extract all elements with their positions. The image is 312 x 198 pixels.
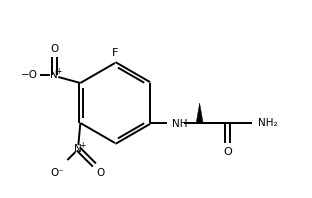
Text: +: + — [56, 67, 62, 75]
Text: −O: −O — [21, 70, 38, 80]
Text: NH₂: NH₂ — [258, 118, 277, 128]
Polygon shape — [196, 103, 203, 123]
Text: +: + — [80, 141, 86, 149]
Text: N: N — [75, 144, 82, 154]
Text: F: F — [112, 48, 118, 58]
Text: O⁻: O⁻ — [51, 168, 64, 178]
Text: NH: NH — [172, 119, 187, 129]
Text: N: N — [51, 70, 58, 80]
Text: O: O — [96, 168, 105, 178]
Text: O: O — [50, 44, 58, 54]
Text: O: O — [223, 147, 232, 157]
